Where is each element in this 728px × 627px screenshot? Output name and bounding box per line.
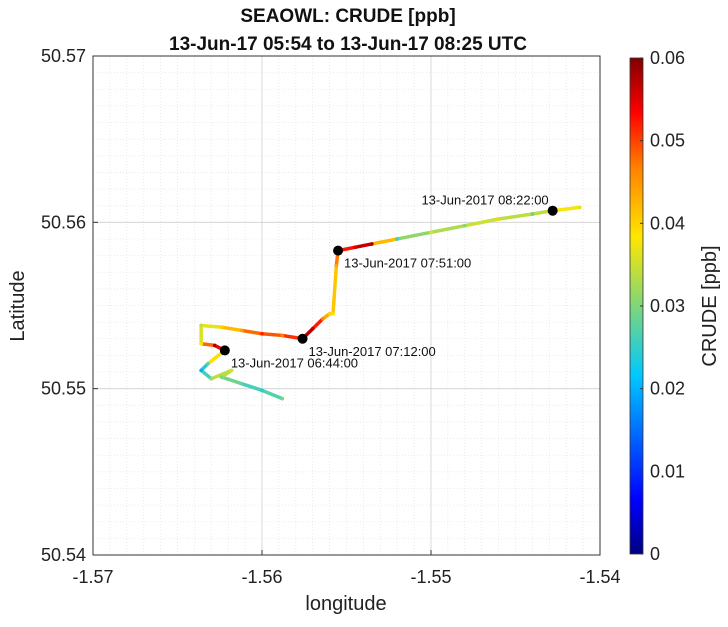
track-point xyxy=(327,312,332,316)
time-marker-dot xyxy=(333,245,344,256)
track-point xyxy=(199,341,203,346)
time-marker-label: 13-Jun-2017 07:12:00 xyxy=(309,344,436,359)
track-segment xyxy=(463,217,501,228)
track-segment xyxy=(260,388,285,401)
colorbar-tick-label: 0.06 xyxy=(650,48,685,68)
track-segment xyxy=(219,325,244,333)
track-point xyxy=(260,331,264,336)
track-point xyxy=(206,361,210,366)
track-segment xyxy=(395,230,433,241)
time-marker-dot xyxy=(297,333,308,344)
colorbar-tick-label: 0 xyxy=(650,544,660,564)
colorbar: 0 0.01 0.02 0.03 0.04 0.05 0.06 xyxy=(629,48,685,564)
track-point xyxy=(280,396,285,401)
y-tick-label: 50.56 xyxy=(41,212,86,232)
time-marker-label: 13-Jun-2017 07:51:00 xyxy=(344,256,471,271)
track-point xyxy=(530,212,535,216)
track-point xyxy=(219,325,224,329)
track-point xyxy=(321,317,325,321)
y-tick-label: 50.57 xyxy=(41,46,86,66)
time-marker-label: 13-Jun-2017 08:22:00 xyxy=(421,193,548,208)
track-segment xyxy=(310,317,325,331)
colorbar-label: CRUDE [ppb] xyxy=(699,245,721,366)
time-marker-dot xyxy=(547,205,558,216)
chart-title: SEAOWL: CRUDE [ppb] xyxy=(240,6,455,27)
colorbar-ticks: 0 0.01 0.02 0.03 0.04 0.05 0.06 xyxy=(640,48,685,564)
colorbar-tick-label: 0.03 xyxy=(650,296,685,316)
chart-subtitle: 13-Jun-17 05:54 to 13-Jun-17 08:25 UTC xyxy=(169,34,527,55)
track-segment xyxy=(496,212,535,221)
track-segment xyxy=(199,323,224,329)
colorbar-tick-label: 0.04 xyxy=(650,213,685,233)
track-segment xyxy=(239,381,264,393)
colorbar-tick-label: 0.01 xyxy=(650,461,685,481)
track-segment xyxy=(199,368,214,381)
track-point xyxy=(219,375,224,379)
track-point xyxy=(212,343,217,348)
plot-frame xyxy=(92,55,601,556)
track-segment xyxy=(209,368,234,381)
x-tick-label: -1.56 xyxy=(241,567,282,587)
track-segment xyxy=(239,328,264,336)
track-point xyxy=(239,381,244,386)
track-segment xyxy=(429,223,467,235)
time-marker-dot xyxy=(219,345,230,356)
track-point xyxy=(353,245,357,250)
track-point xyxy=(463,223,467,228)
track-point xyxy=(260,388,264,393)
y-tick-label: 50.54 xyxy=(41,545,86,565)
track-segment xyxy=(353,242,374,250)
track-point xyxy=(229,368,234,373)
colorbar-tick-label: 0.02 xyxy=(650,379,685,399)
track-point xyxy=(280,333,285,338)
track-point xyxy=(310,326,315,331)
x-axis-label: longitude xyxy=(305,593,386,615)
track-point xyxy=(429,230,433,235)
track-segment xyxy=(370,237,399,246)
y-tick-label: 50.55 xyxy=(41,379,86,399)
x-tick-label: -1.57 xyxy=(72,567,113,587)
minor-grid xyxy=(93,56,600,555)
track-point xyxy=(395,237,400,241)
track-point xyxy=(199,368,203,373)
y-axis-label: Latitude xyxy=(7,270,29,341)
track-segment xyxy=(260,332,285,338)
track-point xyxy=(209,376,214,381)
x-axis-ticks: -1.57 -1.56 -1.55 -1.54 xyxy=(72,550,621,587)
track-point xyxy=(496,217,501,221)
colorbar-tick-label: 0.05 xyxy=(650,131,685,151)
track-segment xyxy=(199,342,217,348)
track-point xyxy=(577,205,582,210)
track-point xyxy=(334,263,339,268)
track-point xyxy=(199,323,203,328)
time-marker-label: 13-Jun-2017 06:44:00 xyxy=(231,355,358,370)
track-segment xyxy=(219,375,244,386)
track-point xyxy=(331,312,335,316)
track-point xyxy=(239,328,244,333)
track-point xyxy=(370,242,374,246)
x-tick-label: -1.55 xyxy=(410,567,451,587)
x-tick-label: -1.54 xyxy=(579,567,620,587)
y-axis-ticks: 50.54 50.55 50.56 50.57 xyxy=(41,46,98,565)
track-segment xyxy=(331,263,339,316)
